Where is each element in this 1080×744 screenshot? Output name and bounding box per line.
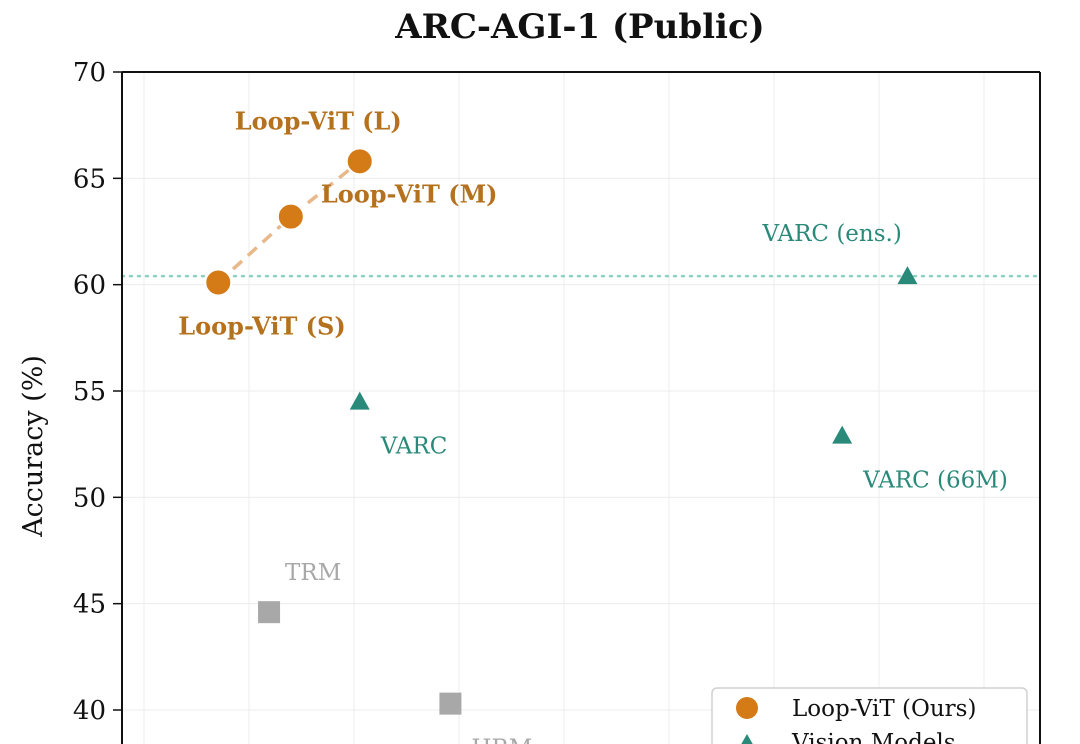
y-axis-label: Accuracy (%) xyxy=(18,355,49,538)
data-point-square xyxy=(439,692,462,715)
data-label: Loop-ViT (S) xyxy=(178,312,345,341)
y-tick-label: 60 xyxy=(73,271,106,301)
chart-title: ARC-AGI-1 (Public) xyxy=(394,7,765,47)
y-tick-label: 50 xyxy=(73,483,106,513)
y-tick-label: 65 xyxy=(73,164,106,194)
legend: Loop-ViT (Ours) Vision Models xyxy=(711,687,1028,744)
data-label: Loop-ViT (L) xyxy=(235,106,402,135)
data-label: HRM xyxy=(471,736,532,744)
data-label: TRM xyxy=(285,560,341,586)
y-tick-label: 40 xyxy=(73,696,106,726)
data-label: VARC xyxy=(380,434,448,460)
data-point-circle xyxy=(204,268,233,297)
series-layer: Loop-ViT (S) Loop-ViT (M) Loop-ViT (L) VARC… xyxy=(178,106,1008,744)
data-point-triangle xyxy=(349,391,370,410)
legend-entry-label: Loop-ViT (Ours) xyxy=(792,696,976,722)
legend-marker-circle xyxy=(736,697,758,719)
data-point-square xyxy=(258,601,281,624)
y-tick-label: 55 xyxy=(73,377,106,407)
grid xyxy=(122,71,1040,744)
y-tick-label: 45 xyxy=(73,590,106,620)
legend-entry-label: Vision Models xyxy=(791,730,956,744)
axes: 40 45 50 55 60 65 70 xyxy=(73,58,1041,744)
data-point-circle xyxy=(276,202,305,231)
data-label: VARC (ens.) xyxy=(761,221,901,247)
data-point-triangle xyxy=(832,425,853,444)
legend-marker-triangle xyxy=(741,734,753,744)
data-label: VARC (66M) xyxy=(862,468,1008,494)
legend-box xyxy=(711,687,1028,744)
data-point-triangle xyxy=(897,266,918,285)
y-tick-label: 70 xyxy=(73,58,106,88)
data-label: Loop-ViT (M) xyxy=(321,180,498,209)
data-point-circle xyxy=(345,147,374,176)
